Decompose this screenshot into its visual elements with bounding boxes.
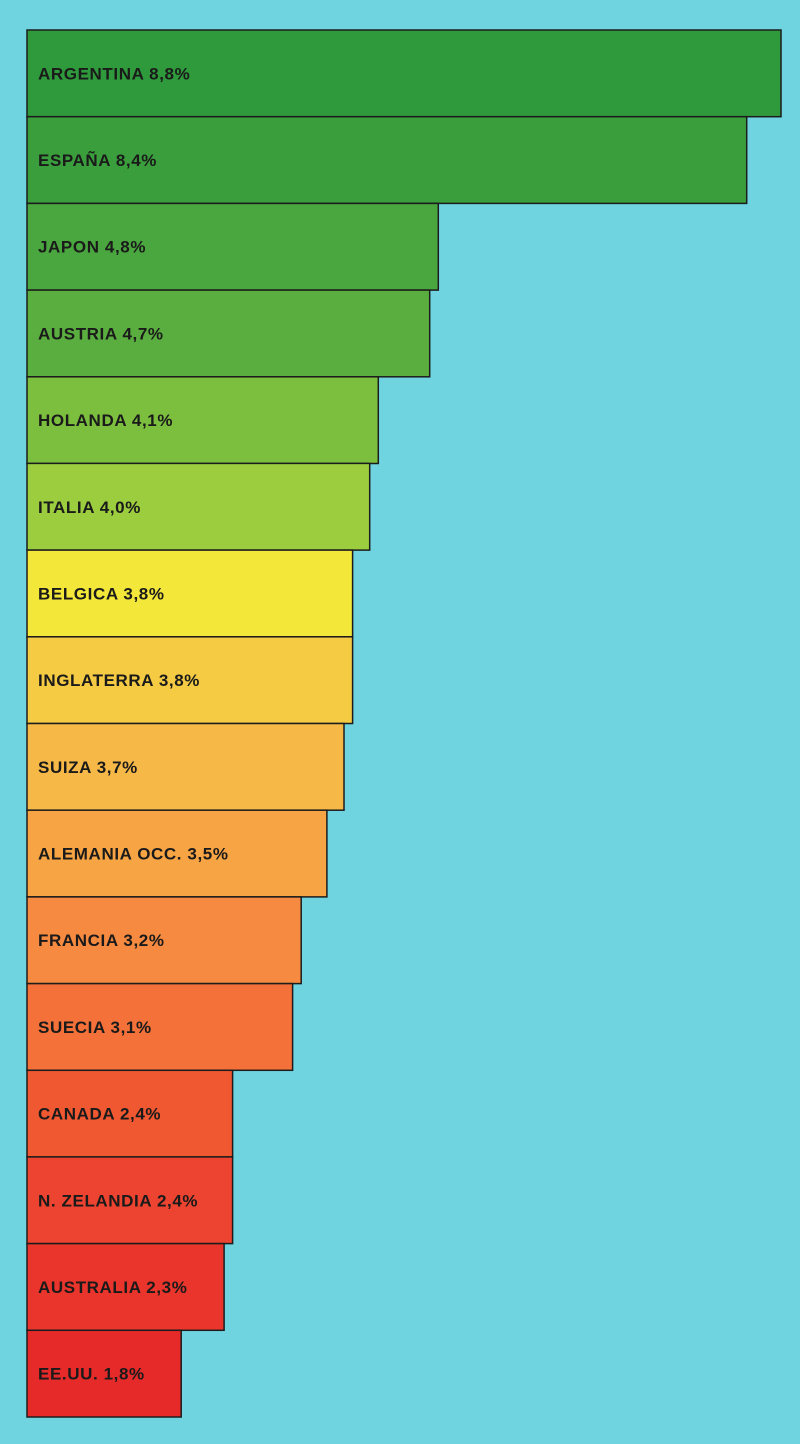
bar-label-1: ARGENTINA 8,8% (38, 64, 190, 83)
bar-label-7: BELGICA 3,8% (38, 585, 165, 604)
bar-label-8: INGLATERRA 3,8% (38, 671, 200, 690)
bar-label-14: N. ZELANDIA 2,4% (38, 1191, 198, 1210)
bar-label-5: HOLANDA 4,1% (38, 411, 173, 430)
bar-5 (26, 376, 380, 465)
bar-12 (26, 982, 294, 1072)
bar-label-10: ALEMANIA OCC. 3,5% (38, 845, 229, 864)
bar-3 (26, 202, 440, 291)
bar-label-2: ESPAÑA 8,4% (38, 150, 157, 170)
bar-label-15: AUSTRALIA 2,3% (38, 1278, 187, 1297)
bar-11 (26, 896, 302, 985)
bar-14 (26, 1156, 234, 1245)
bar-10 (26, 809, 328, 898)
bar-label-4: AUSTRIA 4,7% (38, 324, 164, 343)
bars-group: ARGENTINA 8,8% ESPAÑA 8,4% JAPON 4,8% AUSTR… (26, 29, 782, 1418)
bar-label-12: SUECIA 3,1% (38, 1018, 152, 1037)
bar-label-13: CANADA 2,4% (38, 1105, 161, 1124)
bar-label-6: ITALIA 4,0% (38, 498, 141, 517)
bar-15 (26, 1242, 225, 1332)
bar-label-16: EE.UU. 1,8% (38, 1365, 145, 1384)
bar-1 (26, 29, 782, 118)
bar-16 (26, 1329, 182, 1418)
bar-4 (26, 289, 431, 378)
bar-2 (26, 115, 748, 205)
bar-6 (26, 462, 371, 551)
bar-label-3: JAPON 4,8% (38, 238, 146, 257)
bar-label-9: SUIZA 3,7% (38, 758, 138, 777)
bar-label-11: FRANCIA 3,2% (38, 931, 165, 950)
bar-8 (26, 636, 354, 725)
bar-13 (26, 1069, 234, 1158)
